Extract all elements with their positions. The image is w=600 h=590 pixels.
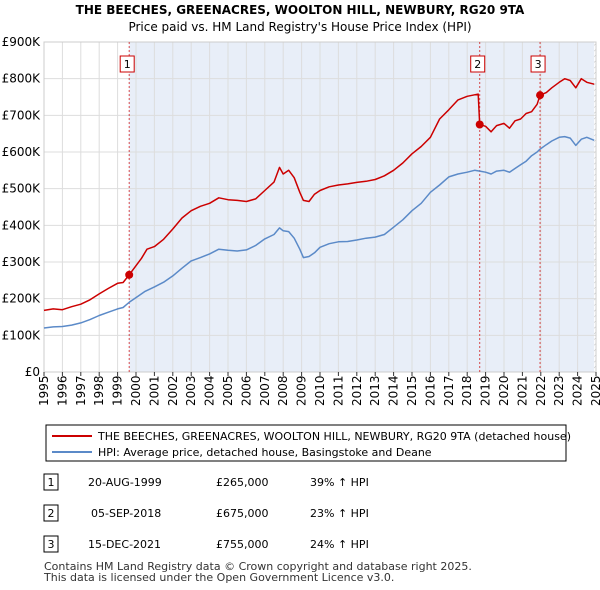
transaction-change: 24% ↑ HPI [310,538,369,551]
sale-label-box [530,55,546,73]
x-tick-label: 1997 [74,375,88,406]
hpi-line [43,135,595,329]
x-tick-label: 2011 [331,375,345,406]
transaction-row: 1 20-AUG-1999 £265,000 39% ↑ HPI [43,473,369,491]
sale-label: 2 [474,58,481,71]
x-tick-label: 2019 [479,375,493,406]
x-tick-label: 2015 [405,375,419,406]
transactions-table: 1 20-AUG-1999 £265,000 39% ↑ HPI 2 05-SE… [43,473,369,553]
x-tick-label: 2001 [147,375,161,406]
transaction-date: 05-SEP-2018 [91,507,161,520]
post-sale-shade [129,42,595,372]
y-axis: £0 £100K £200K £300K £400K £500K £600K £700K £80… [2,35,42,379]
y-tick-label: £300K [2,255,42,269]
y-tick-label: £600K [2,145,42,159]
y-tick-label: £200K [2,292,42,306]
transaction-num-box [43,535,59,553]
x-tick-label: 1998 [92,375,106,406]
gridlines [43,41,597,373]
x-tick-label: 2017 [442,375,456,406]
transaction-date: 15-DEC-2021 [88,538,161,551]
transaction-num-box [43,504,59,522]
sale-label-box [119,55,135,73]
transaction-date: 20-AUG-1999 [88,476,162,489]
x-tick-label: 1996 [55,375,69,406]
legend-box [45,424,567,462]
x-tick-label: 2025 [589,375,600,406]
transaction-num: 3 [48,538,55,551]
x-tick-label: 2006 [239,375,253,406]
transaction-num-box [43,473,59,491]
x-tick-label: 2005 [221,375,235,406]
transaction-num: 1 [48,476,55,489]
x-tick-label: 2016 [423,375,437,406]
legend-property-label: THE BEECHES, GREENACRES, WOOLTON HILL, N… [97,430,571,443]
y-tick-label: £400K [2,218,42,232]
transaction-row: 2 05-SEP-2018 £675,000 23% ↑ HPI [43,504,369,522]
x-tick-label: 2023 [552,375,566,406]
x-tick-label: 2024 [571,375,585,406]
transaction-num: 2 [48,507,55,520]
x-tick-label: 2000 [129,375,143,406]
x-tick-label: 2003 [184,375,198,406]
x-tick-label: 2021 [515,375,529,406]
x-tick-label: 2010 [313,375,327,406]
y-tick-label: £900K [2,35,42,49]
sale-label: 3 [535,58,542,71]
sale-markers: 1 2 3 [119,55,546,279]
x-tick-label: 2020 [497,375,511,406]
x-tick-label: 2014 [387,375,401,406]
transaction-change: 23% ↑ HPI [310,507,369,520]
transaction-price: £755,000 [216,538,269,551]
footer-licence: This data is licensed under the Open Gov… [43,571,394,584]
sale-point [475,120,484,129]
transaction-price: £265,000 [216,476,269,489]
transaction-row: 3 15-DEC-2021 £755,000 24% ↑ HPI [43,535,369,553]
y-tick-label: £700K [2,108,42,122]
y-tick-label: £500K [2,182,42,196]
x-tick-label: 2002 [166,375,180,406]
x-tick-label: 2008 [276,375,290,406]
x-tick-label: 2018 [460,375,474,406]
sale-label: 1 [124,58,131,71]
y-tick-label: £800K [2,72,42,86]
x-tick-label: 2022 [534,375,548,406]
x-tick-label: 2004 [203,375,217,406]
sale-point [536,91,545,100]
sale-label-box [470,55,486,73]
x-tick-label: 1995 [37,375,51,406]
legend-hpi-label: HPI: Average price, detached house, Basi… [98,446,432,459]
y-tick-label: £100K [2,328,42,342]
transaction-price: £675,000 [216,507,269,520]
future-hatch [594,42,596,372]
sale-point [125,270,134,279]
series-layer [43,42,595,372]
property-line [43,77,595,312]
x-tick-label: 2009 [295,375,309,406]
footer-copyright: Contains HM Land Registry data © Crown c… [44,560,472,573]
x-tick-label: 2013 [368,375,382,406]
chart-subtitle: Price paid vs. HM Land Registry's House … [128,20,471,34]
x-axis: 1995 1996 1997 1998 1999 2000 2001 2002 2003 2004… [37,372,600,406]
x-tick-label: 2007 [258,375,272,406]
legend: THE BEECHES, GREENACRES, WOOLTON HILL, N… [45,424,571,462]
x-tick-label: 2012 [350,375,364,406]
chart-title: THE BEECHES, GREENACRES, WOOLTON HILL, N… [76,3,525,17]
x-tick-label: 1999 [111,375,125,406]
y-tick-label: £0 [25,365,40,379]
transaction-change: 39% ↑ HPI [310,476,369,489]
